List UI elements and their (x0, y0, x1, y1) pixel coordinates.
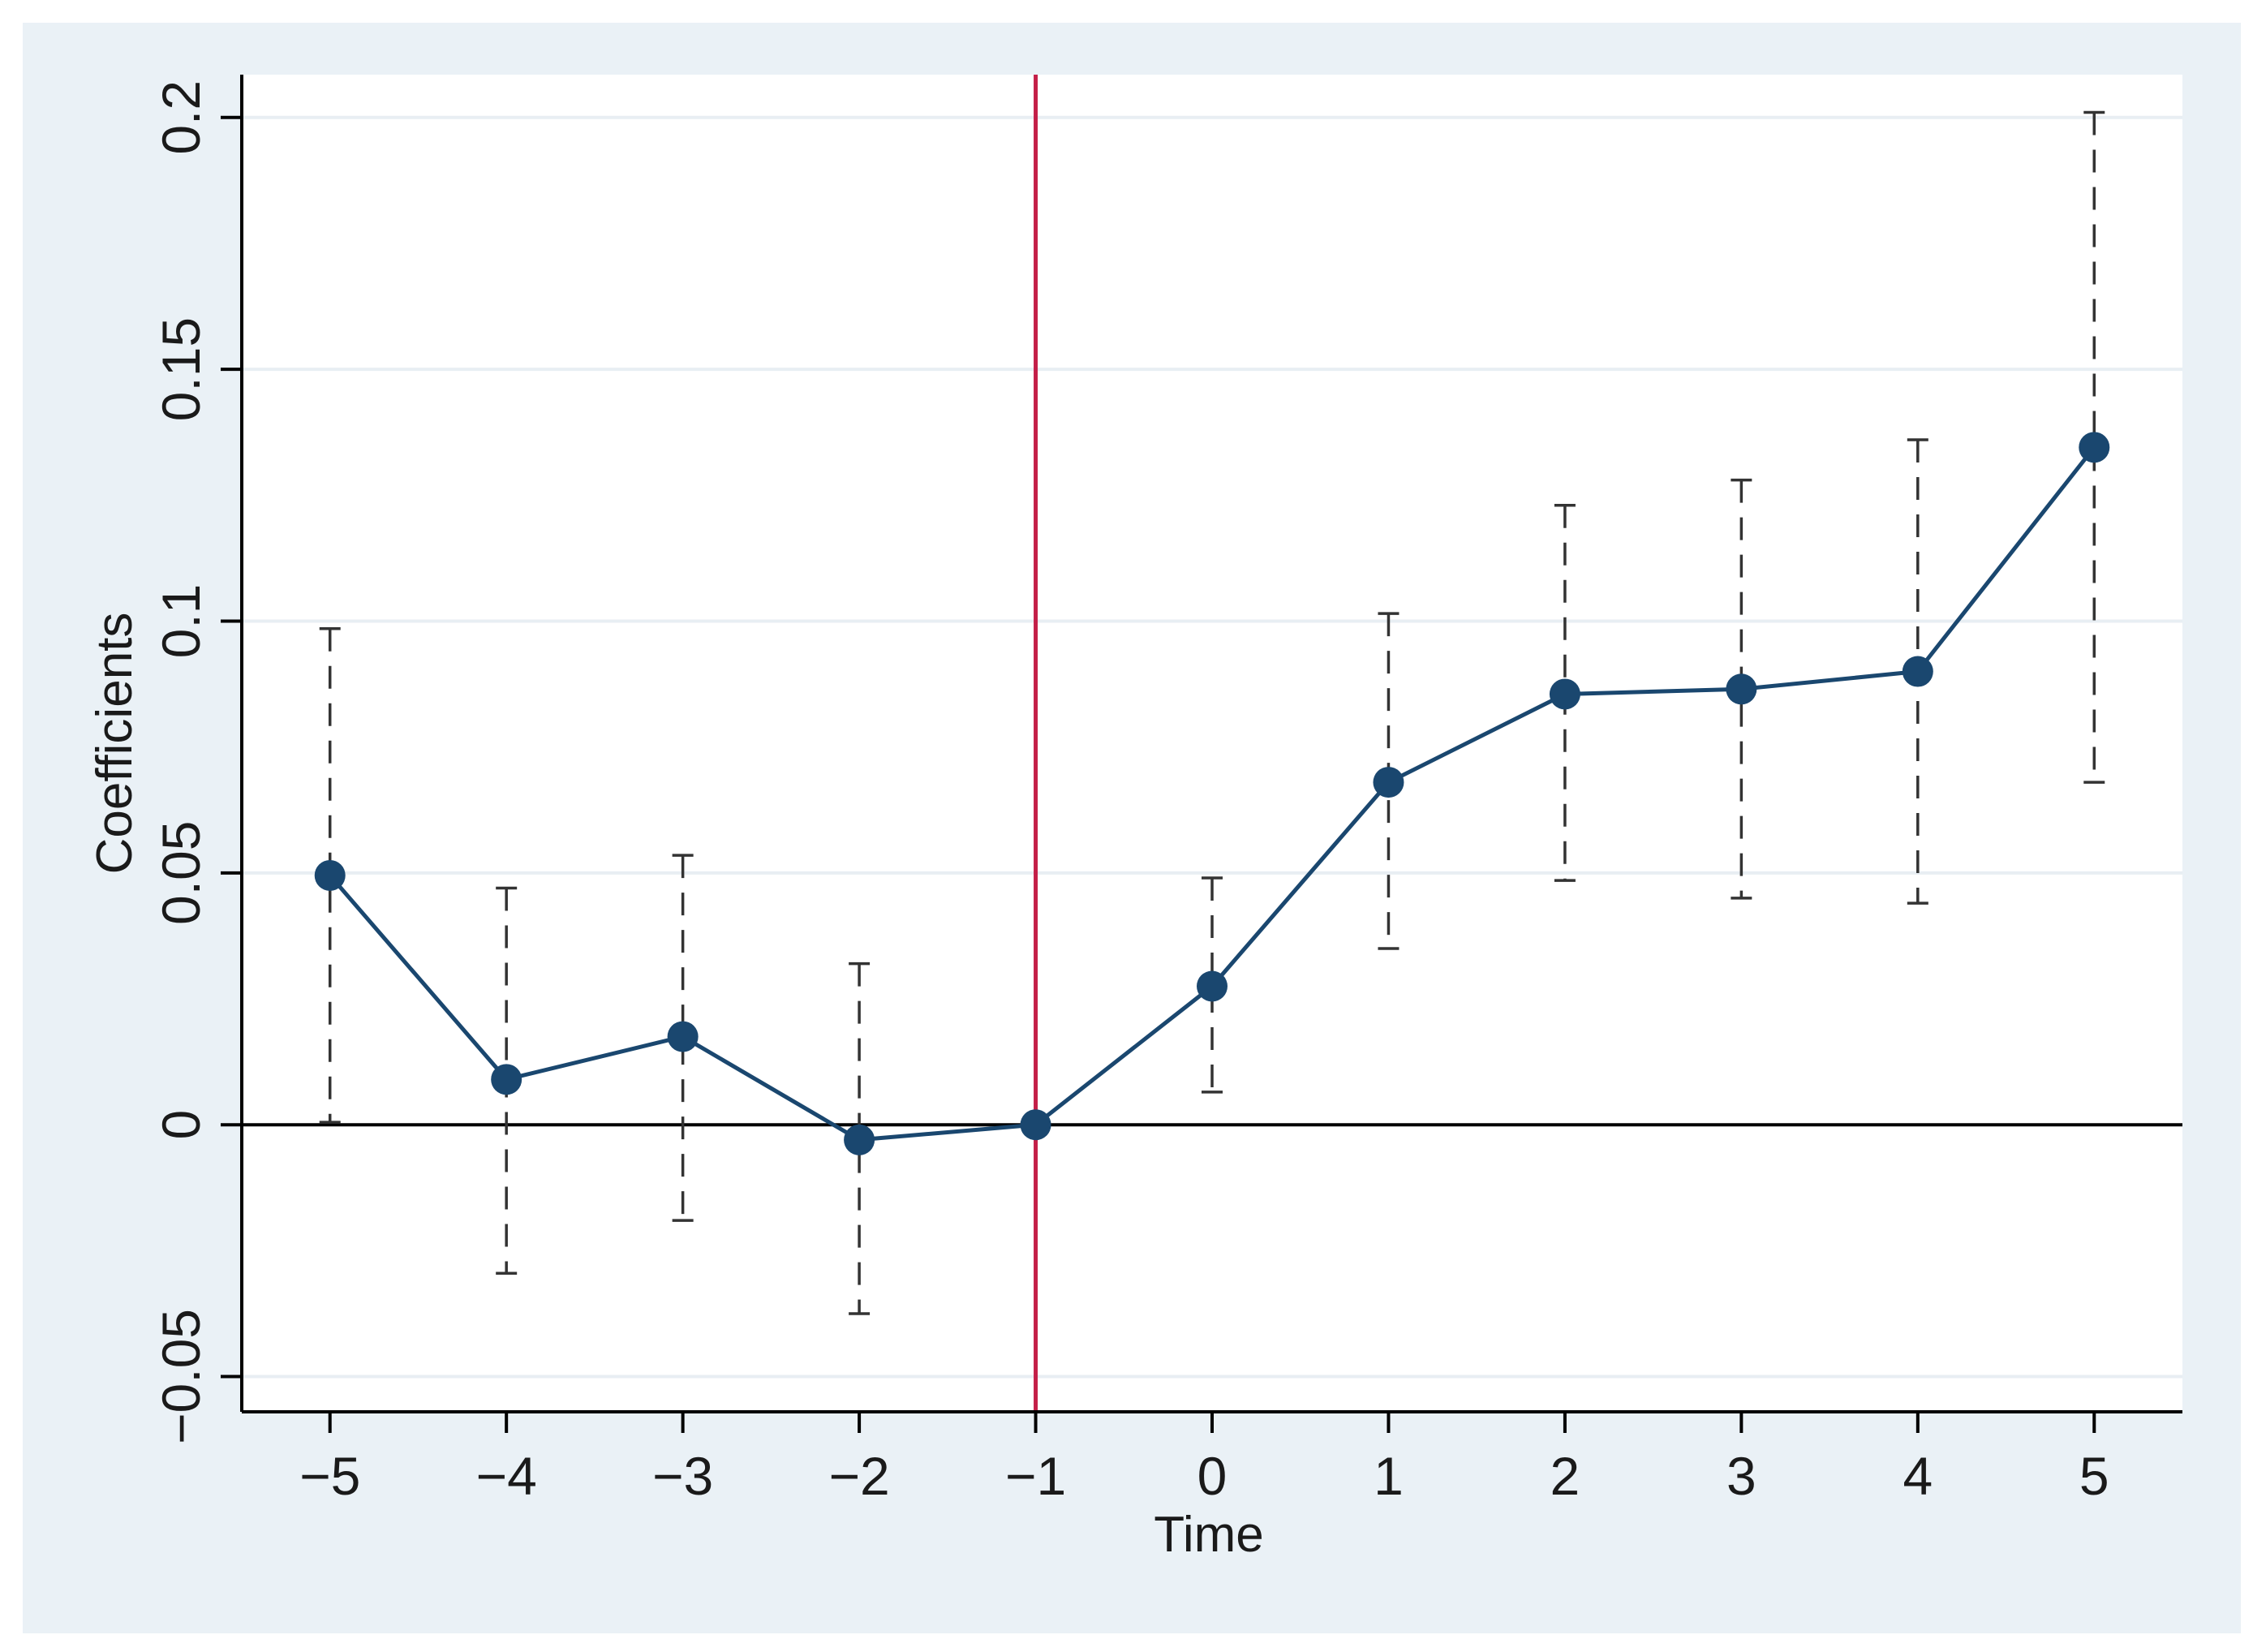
y-tick-label-1: 0 (151, 1110, 211, 1140)
y-tick-labels: −0.05 0 0.05 0.1 0.15 0.2 (151, 80, 211, 1444)
gridlines (242, 115, 2182, 1379)
x-tick-label-4: −1 (1005, 1446, 1066, 1506)
data-point-8 (1726, 673, 1757, 705)
y-tick-label-4: 0.15 (151, 317, 211, 421)
data-point-0 (314, 859, 346, 891)
data-point-7 (1549, 678, 1580, 710)
x-tick-label-2: −3 (652, 1446, 713, 1506)
y-tick-label-0: −0.05 (151, 1309, 211, 1444)
x-tick-label-6: 1 (1374, 1446, 1404, 1506)
axes (221, 75, 2182, 1433)
x-tick-labels: −5 −4 −3 −2 −1 0 1 2 3 4 5 (299, 1446, 2109, 1506)
x-tick-label-7: 2 (1550, 1446, 1580, 1506)
x-tick-label-10: 5 (2079, 1446, 2109, 1506)
x-tick-label-9: 4 (1903, 1446, 1933, 1506)
x-tick-label-3: −2 (828, 1446, 889, 1506)
plot-area (242, 75, 2182, 1412)
data-points (314, 432, 2110, 1155)
data-point-10 (2079, 432, 2110, 463)
x-axis-label: Time (1154, 1507, 1263, 1563)
data-point-9 (1902, 656, 1933, 687)
data-point-5 (1197, 970, 1228, 1002)
x-tick-label-8: 3 (1726, 1446, 1756, 1506)
y-tick-label-3: 0.1 (151, 584, 211, 659)
y-axis-label: Coefficients (87, 613, 143, 875)
y-tick-label-5: 0.2 (151, 80, 211, 155)
data-point-6 (1373, 767, 1404, 798)
x-tick-label-5: 0 (1197, 1446, 1228, 1506)
data-point-2 (667, 1021, 699, 1052)
data-point-1 (491, 1064, 522, 1095)
x-tick-label-1: −4 (476, 1446, 537, 1506)
data-point-4 (1020, 1109, 1051, 1141)
y-tick-label-2: 0.05 (151, 821, 211, 925)
x-tick-label-0: −5 (299, 1446, 360, 1506)
data-point-3 (844, 1124, 875, 1155)
